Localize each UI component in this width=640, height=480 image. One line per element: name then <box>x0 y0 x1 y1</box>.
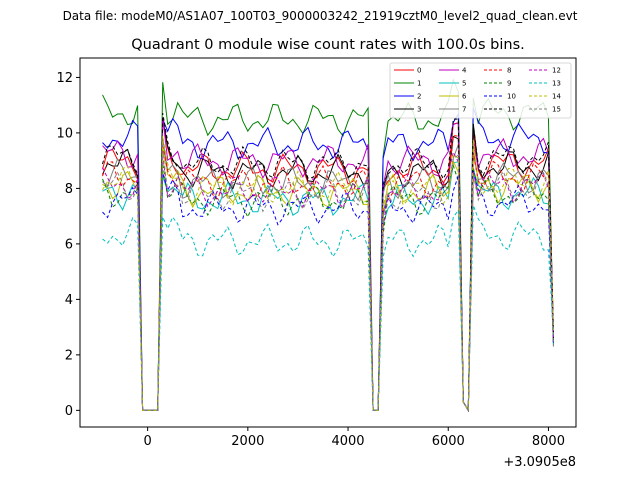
legend-label-10: 10 <box>507 93 516 101</box>
x-axis-ticks: 0 2000 4000 6000 8000 <box>143 427 565 449</box>
legend-label-1: 1 <box>417 80 421 88</box>
x-tick-label: 6000 <box>432 434 465 449</box>
series-line-11 <box>102 113 554 413</box>
legend-label-9: 9 <box>507 80 511 88</box>
y-axis-ticks: 0 2 4 6 8 10 12 <box>56 71 80 419</box>
y-tick-label: 8 <box>65 182 73 197</box>
legend-box <box>389 62 572 119</box>
series-line-12 <box>102 150 554 413</box>
legend-label-7: 7 <box>462 106 466 114</box>
x-tick-label: 8000 <box>532 434 565 449</box>
y-tick-label: 10 <box>56 126 73 141</box>
legend-label-15: 15 <box>552 106 561 114</box>
x-tick-label: 0 <box>143 434 151 449</box>
legend-label-8: 8 <box>507 67 511 75</box>
series-layer <box>102 78 554 413</box>
y-tick-label: 0 <box>65 404 73 419</box>
series-line-14 <box>102 135 554 413</box>
series-line-1 <box>102 78 554 413</box>
series-line-2 <box>102 108 554 413</box>
series-line-15 <box>102 150 554 413</box>
legend-label-11: 11 <box>507 106 516 114</box>
legend-label-3: 3 <box>417 106 421 114</box>
legend-label-4: 4 <box>462 67 467 75</box>
series-line-8 <box>102 134 554 413</box>
legend-label-6: 6 <box>462 93 467 101</box>
y-tick-label: 4 <box>65 293 73 308</box>
legend-label-12: 12 <box>552 67 561 75</box>
y-tick-label: 12 <box>56 71 73 86</box>
legend-label-5: 5 <box>462 80 466 88</box>
legend-label-14: 14 <box>552 93 561 101</box>
series-line-10 <box>102 170 554 413</box>
plot-frame <box>79 57 577 428</box>
x-tick-label: 4000 <box>331 434 364 449</box>
legend-label-2: 2 <box>417 93 421 101</box>
legend-label-0: 0 <box>417 67 421 75</box>
chart-title: Quadrant 0 module wise count rates with … <box>131 37 525 53</box>
series-line-4 <box>102 117 554 413</box>
series-line-9 <box>102 163 554 413</box>
y-tick-label: 6 <box>65 237 73 252</box>
legend-label-13: 13 <box>552 80 561 88</box>
chart-suptitle: Data file: modeM0/AS1A07_100T03_90000032… <box>63 9 578 23</box>
y-tick-label: 2 <box>65 348 73 363</box>
x-offset-label: +3.0905e8 <box>503 455 576 470</box>
series-line-13 <box>102 205 554 413</box>
x-tick-label: 2000 <box>231 434 264 449</box>
